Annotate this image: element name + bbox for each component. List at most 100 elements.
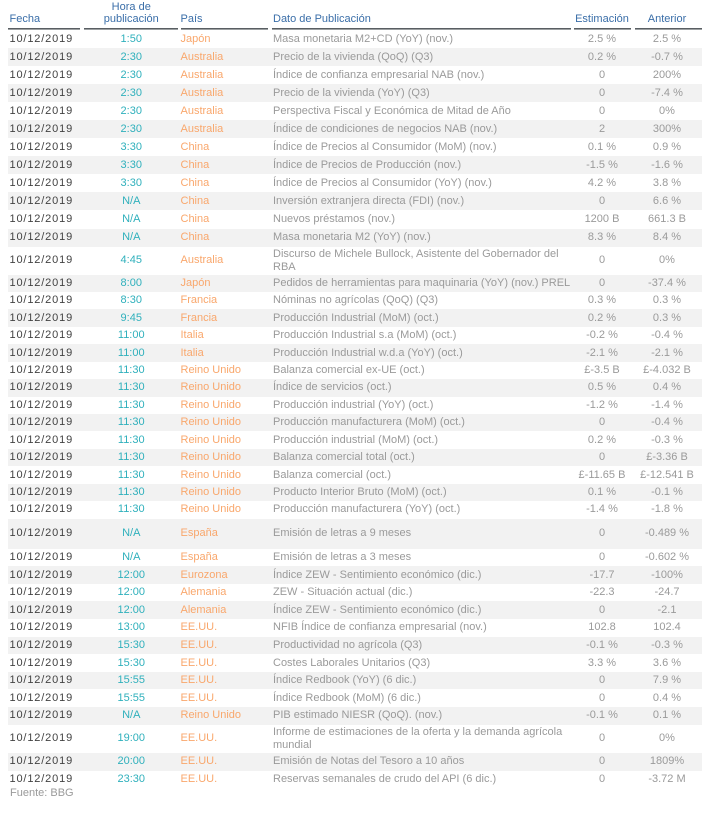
cell-estimacion: £-11.65 B — [578, 468, 626, 481]
cell-dato: Productividad no agrícola (Q3) — [270, 636, 572, 655]
cell-pais: Reino Unido — [180, 363, 242, 376]
table-row: 10/12/2019 15:55 EE.UU. Índice Redbook (… — [8, 689, 702, 707]
cell-fecha: 10/12/2019 — [8, 379, 83, 397]
cell-dato: Índice de Precios de Producción (nov.) — [270, 156, 572, 175]
table-row: 10/12/2019 N/A España Emisión de letras … — [8, 549, 702, 567]
table-row: 10/12/2019 11:30 Reino Unido Producción … — [8, 431, 702, 448]
table-row: 10/12/2019 15:30 EE.UU. Costes Laborales… — [8, 654, 702, 672]
table-row: 10/12/2019 4:45 Australia Discurso de Mi… — [8, 247, 702, 275]
cell-pais: Francia — [180, 294, 218, 307]
cell-dato: Producto Interior Bruto (MoM) (oct.) — [270, 483, 572, 502]
cell-dato: PIB estimado NIESR (QoQ). (nov.) — [270, 707, 572, 725]
cell-dato: Balanza comercial (oct.) — [273, 468, 391, 481]
cell-estimacion: 0 — [598, 68, 606, 81]
cell-dato: Pedidos de herramientas para maquinaria … — [270, 274, 572, 292]
cell-fecha: 10/12/2019 — [8, 636, 83, 655]
cell-hora: 11:30 — [117, 503, 145, 516]
column-header-hora: Hora de publicación — [83, 0, 180, 30]
cell-anterior: -3.72 M — [648, 773, 686, 786]
cell-pais: Australia — [179, 84, 270, 103]
cell-anterior: £-12.541 B — [640, 468, 694, 481]
cell-dato: Nuevos préstamos (nov.) — [273, 212, 396, 225]
cell-hora: 2:30 — [120, 68, 142, 81]
cell-anterior: -1.4 % — [651, 398, 683, 411]
cell-estimacion: -0.2 % — [586, 329, 618, 342]
table-row: 10/12/2019 2:30 Australia Índice de cond… — [8, 120, 702, 139]
cell-dato: Producción industrial (MoM) (oct.) — [273, 433, 439, 446]
cell-hora: 15:55 — [117, 691, 146, 704]
cell-anterior: 6.6 % — [632, 192, 702, 211]
table-row: 10/12/2019 9:45 Francia Producción Indus… — [8, 309, 702, 327]
cell-estimacion: 0 — [598, 104, 606, 117]
cell-hora: 15:55 — [83, 671, 180, 690]
cell-pais: Reino Unido — [179, 414, 270, 432]
cell-fecha: 10/12/2019 — [9, 468, 74, 481]
cell-hora: 23:30 — [117, 773, 146, 786]
cell-dato: Índice de servicios (oct.) — [270, 379, 572, 397]
cell-hora: 11:30 — [117, 468, 145, 481]
cell-estimacion: 0.2 % — [572, 309, 632, 327]
cell-dato: Índice de Precios al Consumidor (MoM) (n… — [273, 140, 497, 153]
table-row: 10/12/2019 13:00 EE.UU. NFIB Índice de c… — [8, 619, 702, 637]
table-row: 10/12/2019 15:30 EE.UU. Productividad no… — [8, 636, 702, 655]
cell-dato: Producción manufacturera (MoM) (oct.) — [270, 414, 572, 432]
cell-fecha: 10/12/2019 — [9, 433, 74, 446]
column-header-anterior: Anterior — [632, 0, 702, 30]
table-row: 10/12/2019 11:30 Reino Unido Índice de s… — [8, 379, 702, 397]
cell-estimacion: 0 — [572, 414, 632, 432]
cell-hora: 11:30 — [83, 448, 180, 467]
cell-estimacion: 0 — [598, 773, 606, 786]
cell-dato: Índice de condiciones de negocios NAB (n… — [270, 120, 572, 139]
cell-hora: N/A — [83, 228, 180, 247]
cell-pais: EE.UU. — [180, 691, 218, 704]
cell-anterior: 0% — [659, 104, 675, 117]
table-row: 10/12/2019 N/A España Emisión de letras … — [8, 518, 702, 549]
table-row: 10/12/2019 N/A China Inversión extranjer… — [8, 192, 702, 211]
cell-estimacion: 0.2 % — [572, 48, 632, 67]
cell-hora: 2:30 — [83, 84, 180, 103]
cell-fecha: 10/12/2019 — [9, 398, 74, 411]
cell-pais: China — [179, 192, 270, 211]
cell-hora: 12:00 — [83, 601, 180, 620]
cell-pais: España — [179, 518, 270, 549]
table-row: 10/12/2019 1:50 Japón Masa monetaria M2+… — [8, 30, 702, 48]
cell-estimacion: 0.3 % — [587, 294, 617, 307]
cell-anterior: -0.3 % — [632, 636, 702, 655]
cell-pais: Alemania — [180, 586, 227, 599]
table-body: 10/12/2019 1:50 Japón Masa monetaria M2+… — [8, 30, 702, 789]
cell-fecha: 10/12/2019 — [8, 566, 83, 584]
cell-hora: 3:30 — [120, 140, 142, 153]
cell-pais: EE.UU. — [180, 732, 218, 745]
cell-fecha: 10/12/2019 — [8, 48, 83, 67]
cell-estimacion: 3.3 % — [587, 656, 617, 669]
table-row: 10/12/2019 N/A Reino Unido PIB estimado … — [8, 707, 702, 725]
cell-dato: Balanza comercial ex-UE (oct.) — [273, 363, 425, 376]
table-row: 10/12/2019 2:30 Australia Precio de la v… — [8, 48, 702, 67]
table-header: Fecha Hora de publicación País Dato de P… — [8, 0, 702, 30]
cell-fecha: 10/12/2019 — [8, 483, 83, 502]
cell-pais: China — [179, 228, 270, 247]
table-row: 10/12/2019 20:00 EE.UU. Emisión de Notas… — [8, 752, 702, 771]
cell-fecha: 10/12/2019 — [9, 363, 74, 376]
cell-anterior: -0.1 % — [632, 483, 702, 502]
table-row: 10/12/2019 11:30 Reino Unido Producción … — [8, 397, 702, 414]
cell-dato: ZEW - Situación actual (dic.) — [273, 586, 413, 599]
cell-fecha: 10/12/2019 — [9, 104, 74, 117]
cell-hora: 2:30 — [83, 48, 180, 67]
cell-fecha: 10/12/2019 — [9, 32, 74, 45]
cell-fecha: 10/12/2019 — [9, 212, 74, 225]
cell-pais: Australia — [179, 48, 270, 67]
cell-anterior: -1.8 % — [651, 503, 683, 516]
cell-estimacion: -1.5 % — [572, 156, 632, 175]
cell-anterior: 0.1 % — [632, 707, 702, 725]
cell-hora: 9:45 — [83, 309, 180, 327]
cell-dato: Reservas semanales de crudo del API (6 d… — [273, 773, 497, 786]
cell-dato: Índice Redbook (YoY) (6 dic.) — [270, 671, 572, 690]
cell-estimacion: -1.2 % — [586, 398, 618, 411]
cell-pais: China — [180, 176, 210, 189]
cell-hora: 4:45 — [120, 254, 142, 267]
cell-hora: 15:30 — [83, 636, 180, 655]
cell-pais: Reino Unido — [180, 503, 242, 516]
cell-anterior: 2.5 % — [652, 32, 682, 45]
cell-hora: 1:50 — [120, 32, 142, 45]
